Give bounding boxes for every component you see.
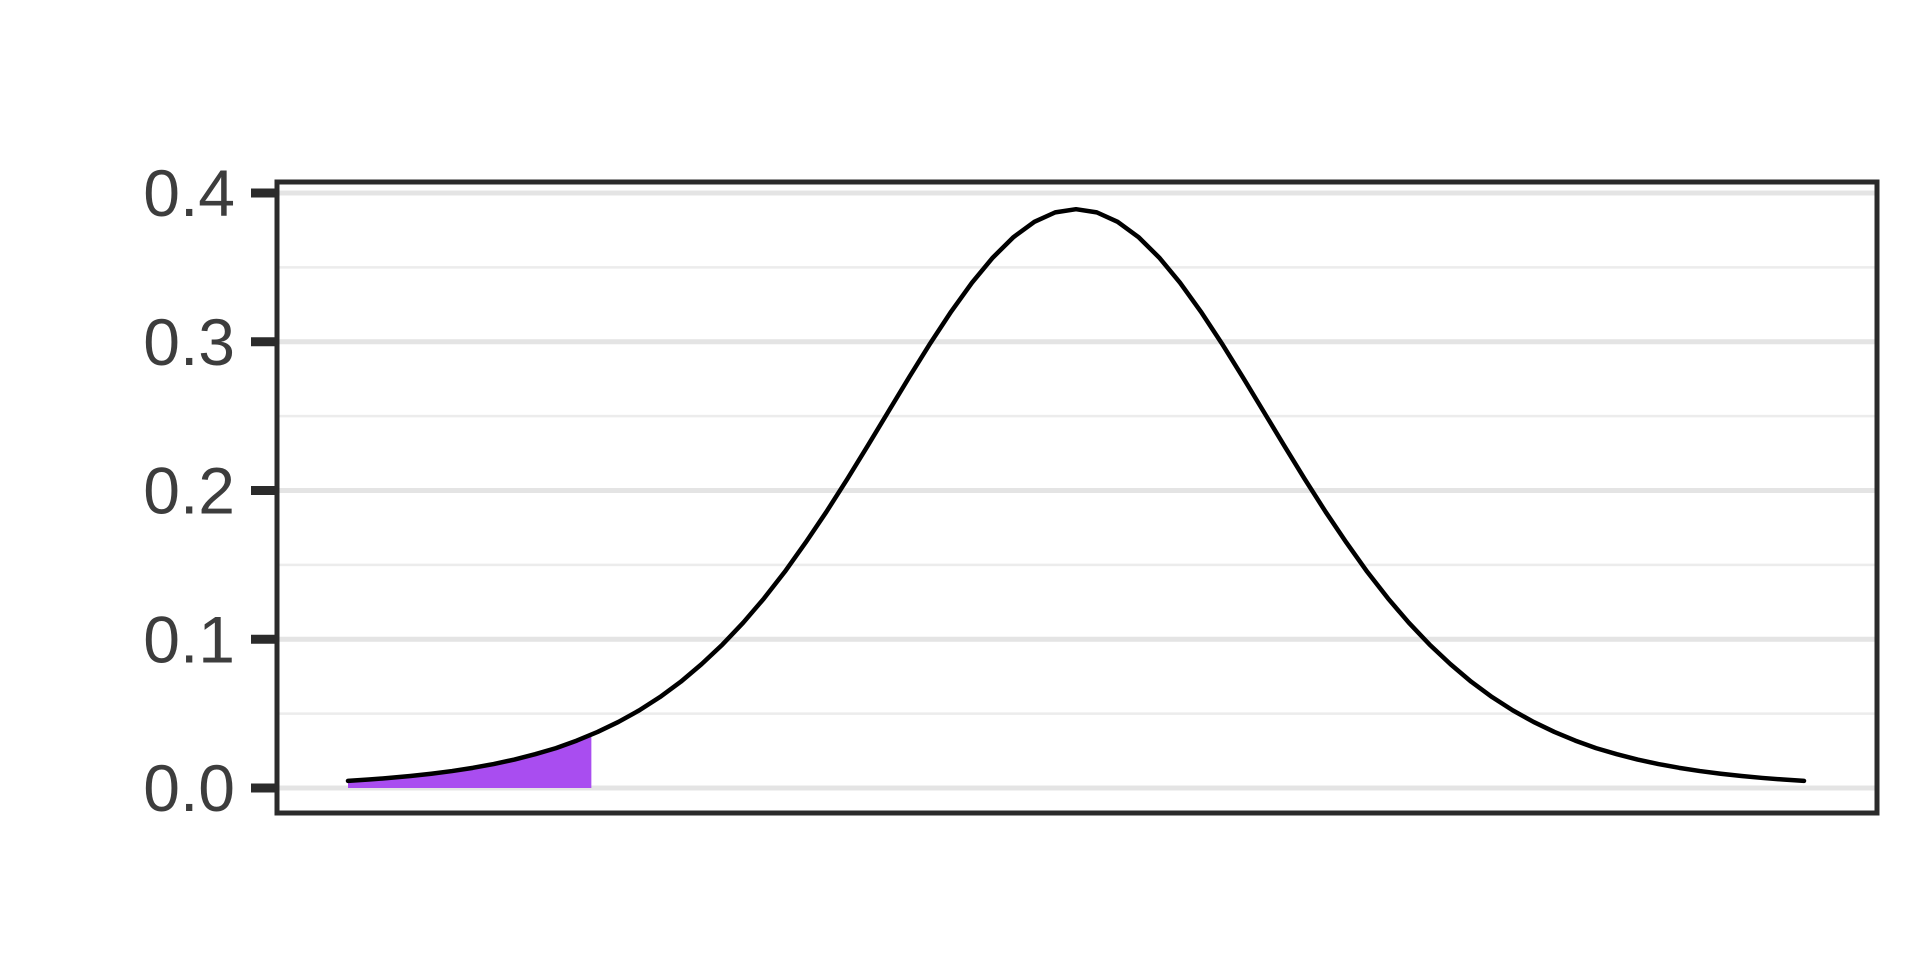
y-axis-tick-label: 0.2	[143, 454, 235, 528]
y-axis-tick-label: 0.4	[143, 156, 235, 230]
y-axis-tick-label: 0.3	[143, 305, 235, 379]
y-axis-tick-label: 0.0	[143, 751, 235, 825]
plot-border	[274, 179, 1880, 816]
density-curve	[345, 206, 1807, 784]
y-axis-tick-label: 0.1	[143, 602, 235, 676]
shaded-tail-area	[348, 734, 592, 788]
